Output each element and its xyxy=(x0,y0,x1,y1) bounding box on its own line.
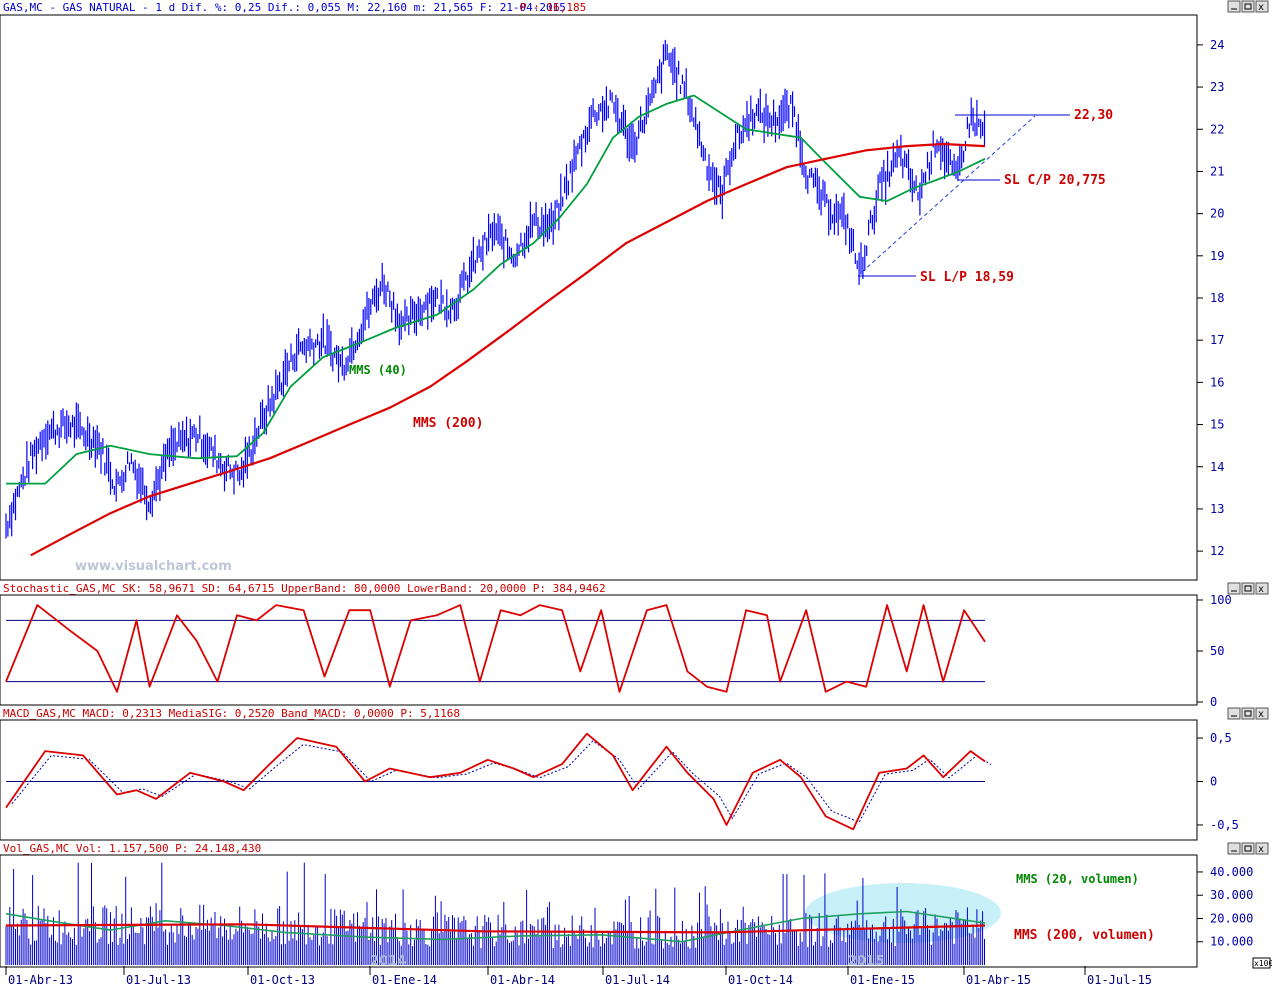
y-tick-label: 14 xyxy=(1210,460,1224,474)
year-label-2015: 2015 xyxy=(848,954,884,969)
volume-mms200-line xyxy=(5,923,986,934)
mms200-label: MMS (200) xyxy=(413,416,483,431)
y-tick-label: 20 xyxy=(1210,207,1224,221)
svg-text:x: x xyxy=(1258,709,1264,720)
price-header: GAS,MC - GAS NATURAL - 1 d Dif. %: 0,25 … xyxy=(3,1,566,14)
x-tick-label: 01-Oct-14 xyxy=(728,973,793,987)
y-tick-label: 23 xyxy=(1210,80,1224,94)
y-tick-label: 22 xyxy=(1210,122,1224,136)
window-buttons-macd[interactable]: x xyxy=(1227,707,1269,720)
y-tick-label: 0 xyxy=(1210,775,1217,789)
y-tick-label: 16 xyxy=(1210,375,1224,389)
y-tick-label: 12 xyxy=(1210,544,1224,558)
y-tick-label: 18 xyxy=(1210,291,1224,305)
svg-text:x: x xyxy=(1258,2,1264,13)
price-panel xyxy=(0,14,1198,581)
watermark: www.visualchart.com xyxy=(75,559,232,574)
y-tick-label: 21 xyxy=(1210,164,1224,178)
y-tick-label: 10.000 xyxy=(1210,935,1253,949)
y-tick-label: 13 xyxy=(1210,502,1224,516)
stochastic-sk-line xyxy=(5,604,986,693)
x-tick-label: 01-Jul-13 xyxy=(126,973,191,987)
svg-text:x: x xyxy=(1258,584,1264,595)
sl-lp-label: SL L/P 18,59 xyxy=(920,270,1014,285)
window-buttons-stochastic[interactable]: x xyxy=(1227,582,1269,595)
x-tick-label: 01-Ene-15 xyxy=(850,973,915,987)
y-tick-label: 40.000 xyxy=(1210,865,1253,879)
year-label-2014: 2014 xyxy=(370,954,406,969)
macd-line xyxy=(5,732,986,831)
window-buttons-volume[interactable]: x xyxy=(1227,842,1269,855)
price-series xyxy=(5,39,986,539)
vol-mms200-label: MMS (200, volumen) xyxy=(1014,928,1155,943)
macd-header: MACD_GAS,MC MACD: 0,2313 MediaSIG: 0,252… xyxy=(3,707,460,720)
mms40-label: MMS (40) xyxy=(349,363,407,377)
y-tick-label: 100 xyxy=(1210,593,1232,607)
x-tick-label: 01-Abr-13 xyxy=(8,973,73,987)
resistance-label: 22,30 xyxy=(1074,108,1113,123)
window-buttons-main[interactable]: x xyxy=(1227,0,1269,13)
trendline-support xyxy=(861,115,1036,273)
y-tick-label: 20.000 xyxy=(1210,911,1253,925)
y-tick-label: 30.000 xyxy=(1210,888,1253,902)
mms40-line xyxy=(6,94,986,485)
volume-bars xyxy=(5,862,985,965)
x-tick-label: 01-Ene-14 xyxy=(372,973,437,987)
y-tick-label: 24 xyxy=(1210,38,1224,52)
volume-header: Vol_GAS,MC Vol: 1.157,500 P: 24.148,430 xyxy=(3,842,261,855)
stochastic-panel xyxy=(0,594,1198,706)
y-tick-label: 17 xyxy=(1210,333,1224,347)
x100-badge: x100 xyxy=(1254,959,1272,968)
x-tick-label: 01-Abr-15 xyxy=(966,973,1031,987)
y-tick-label: -0,5 xyxy=(1210,818,1239,832)
y-tick-label: 19 xyxy=(1210,249,1224,263)
vol-mms20-label: MMS (20, volumen) xyxy=(1016,872,1139,886)
svg-text:x: x xyxy=(1258,844,1264,855)
sl-cp-label: SL C/P 20,775 xyxy=(1004,173,1106,188)
y-tick-label: 15 xyxy=(1210,418,1224,432)
stochastic-header: Stochastic_GAS,MC SK: 58,9671 SD: 64,671… xyxy=(3,582,606,595)
mms200-line xyxy=(30,142,986,557)
price-header-p: P : 16,185 xyxy=(520,1,586,14)
x-tick-label: 01-Jul-14 xyxy=(605,973,670,987)
macd-panel xyxy=(0,719,1198,841)
y-tick-label: 0,5 xyxy=(1210,731,1232,745)
y-tick-label: 50 xyxy=(1210,644,1224,658)
x-tick-label: 01-Abr-14 xyxy=(490,973,555,987)
x-tick-label: 01-Oct-13 xyxy=(250,973,315,987)
y-tick-label: 0 xyxy=(1210,695,1217,709)
x-tick-label: 01-Jul-15 xyxy=(1087,973,1152,987)
